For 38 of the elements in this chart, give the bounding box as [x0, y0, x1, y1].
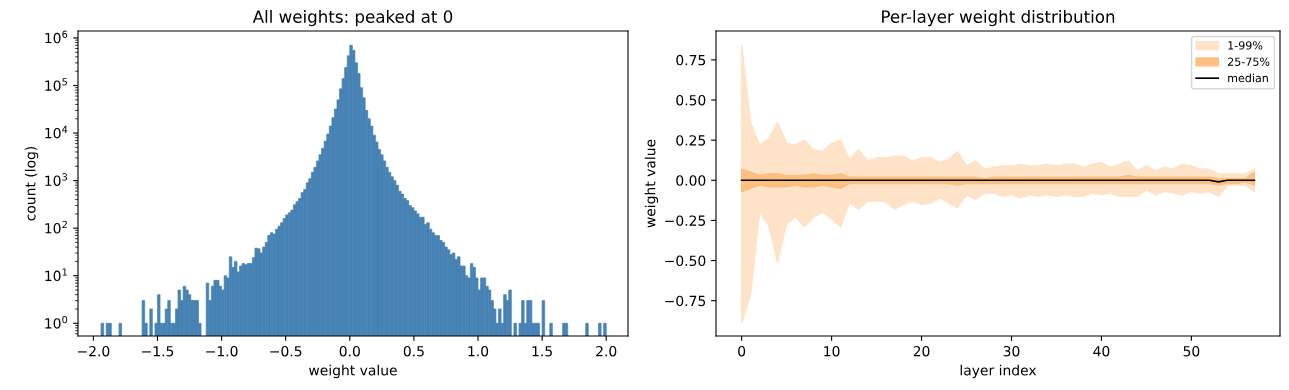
- y-tick-label: 10$^{6}$: [45, 30, 68, 44]
- x-tick-label: 0: [738, 345, 746, 357]
- x-tick-label: 1.5: [532, 346, 552, 357]
- y-tick-label: 10$^{4}$: [45, 125, 68, 139]
- chart-title: Per-layer weight distribution: [882, 10, 1115, 27]
- x-tick-label: 40: [1093, 345, 1110, 357]
- x-tick-label: −1.0: [206, 345, 238, 357]
- y-tick-label: −0.75: [665, 295, 706, 307]
- y-axis-title: weight value: [644, 139, 659, 228]
- x-tick-label: −2.0: [77, 345, 110, 357]
- y-tick-label: 0.50: [676, 94, 706, 106]
- x-tick-label: −0.5: [270, 345, 302, 357]
- y-tick-label: −0.25: [665, 215, 706, 226]
- y-tick-label: −0.50: [665, 255, 706, 267]
- legend-label: 1-99%: [1228, 41, 1263, 50]
- chart-title: All weights: peaked at 0: [252, 10, 453, 27]
- x-tick-label: 1.0: [468, 345, 489, 357]
- x-tick-label: 0.5: [403, 345, 424, 357]
- x-tick-label: 50: [1183, 345, 1200, 357]
- x-axis-title: weight value: [308, 364, 397, 379]
- y-axis-title: count (log): [24, 146, 39, 221]
- y-tick-label: 0.75: [676, 54, 706, 66]
- legend-label: 25-75%: [1227, 57, 1270, 66]
- y-tick-label: 10$^{0}$: [45, 315, 68, 329]
- x-tick-label: 2.0: [596, 345, 617, 357]
- y-tick-label: 10$^{3}$: [45, 173, 68, 186]
- x-tick-label: −1.5: [142, 346, 174, 357]
- y-tick-label: 0.25: [676, 135, 706, 146]
- x-tick-label: 20: [913, 345, 930, 357]
- x-tick-label: 30: [1003, 345, 1020, 357]
- y-tick-label: 10$^{2}$: [45, 220, 67, 234]
- legend-label: median: [1228, 73, 1268, 83]
- y-tick-label: 0.00: [676, 175, 706, 186]
- x-axis-title: layer index: [960, 364, 1037, 379]
- y-tick-label: 10$^{1}$: [45, 268, 67, 282]
- x-tick-label: 0.0: [339, 345, 360, 357]
- y-tick-label: 10$^{5}$: [45, 78, 67, 91]
- x-tick-label: 10: [824, 345, 840, 357]
